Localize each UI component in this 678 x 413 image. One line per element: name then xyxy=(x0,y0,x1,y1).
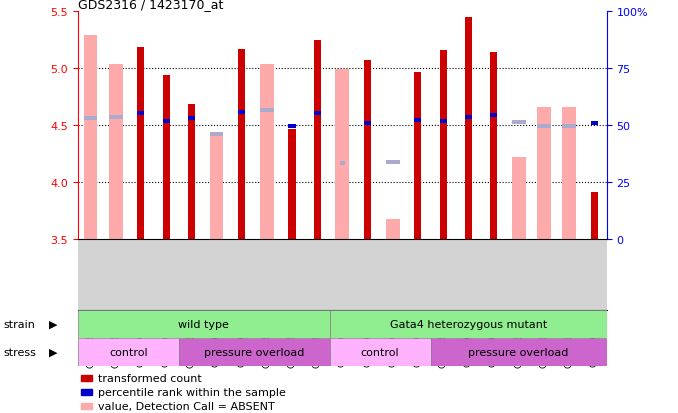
Text: percentile rank within the sample: percentile rank within the sample xyxy=(98,387,286,397)
Bar xyxy=(465,116,472,120)
Text: value, Detection Call = ABSENT: value, Detection Call = ABSENT xyxy=(98,401,275,411)
Bar xyxy=(78,310,330,338)
Bar xyxy=(188,117,195,121)
Bar xyxy=(163,76,170,240)
Bar xyxy=(330,338,431,366)
Bar xyxy=(336,70,349,240)
Bar xyxy=(431,338,607,366)
Bar xyxy=(314,41,321,240)
Bar xyxy=(537,125,551,129)
Bar xyxy=(188,104,195,240)
Bar xyxy=(414,73,422,240)
Bar xyxy=(163,119,170,123)
Bar xyxy=(562,108,576,240)
Bar xyxy=(83,36,98,240)
Bar xyxy=(210,133,223,137)
Text: wild type: wild type xyxy=(178,319,229,329)
Bar xyxy=(238,50,245,240)
Bar xyxy=(386,160,399,164)
Bar xyxy=(83,117,98,121)
Bar xyxy=(260,64,274,240)
Text: control: control xyxy=(361,347,399,357)
Bar xyxy=(562,125,576,129)
Text: strain: strain xyxy=(3,319,35,329)
Bar xyxy=(108,116,123,120)
Bar xyxy=(512,121,525,125)
Text: transformed count: transformed count xyxy=(98,373,202,383)
Bar xyxy=(364,61,371,240)
Bar xyxy=(138,47,144,240)
Bar xyxy=(591,122,598,126)
Text: pressure overload: pressure overload xyxy=(204,347,304,357)
Text: ▶: ▶ xyxy=(49,319,58,329)
Bar xyxy=(81,389,92,395)
Text: GDS2316 / 1423170_at: GDS2316 / 1423170_at xyxy=(78,0,223,11)
Bar xyxy=(314,112,321,116)
Bar xyxy=(490,114,497,118)
Text: stress: stress xyxy=(3,347,36,357)
Bar xyxy=(414,118,422,122)
Bar xyxy=(179,338,330,366)
Bar xyxy=(78,338,179,366)
Text: Gata4 heterozygous mutant: Gata4 heterozygous mutant xyxy=(390,319,547,329)
Text: pressure overload: pressure overload xyxy=(468,347,569,357)
Bar xyxy=(591,193,598,240)
Text: control: control xyxy=(109,347,148,357)
Bar xyxy=(386,219,399,240)
Bar xyxy=(138,112,144,116)
Bar xyxy=(81,375,92,381)
Bar xyxy=(330,310,607,338)
Bar xyxy=(465,18,472,240)
Text: ▶: ▶ xyxy=(49,347,58,357)
Bar xyxy=(108,64,123,240)
Bar xyxy=(439,119,447,123)
Bar xyxy=(289,125,296,129)
Bar xyxy=(238,110,245,114)
Bar xyxy=(81,403,92,409)
Bar xyxy=(289,129,296,240)
Bar xyxy=(490,53,497,240)
Bar xyxy=(260,109,274,113)
Bar xyxy=(364,122,371,126)
Bar xyxy=(512,158,525,240)
Bar xyxy=(340,161,345,166)
Bar xyxy=(439,51,447,240)
Bar xyxy=(210,136,223,240)
Bar xyxy=(537,108,551,240)
